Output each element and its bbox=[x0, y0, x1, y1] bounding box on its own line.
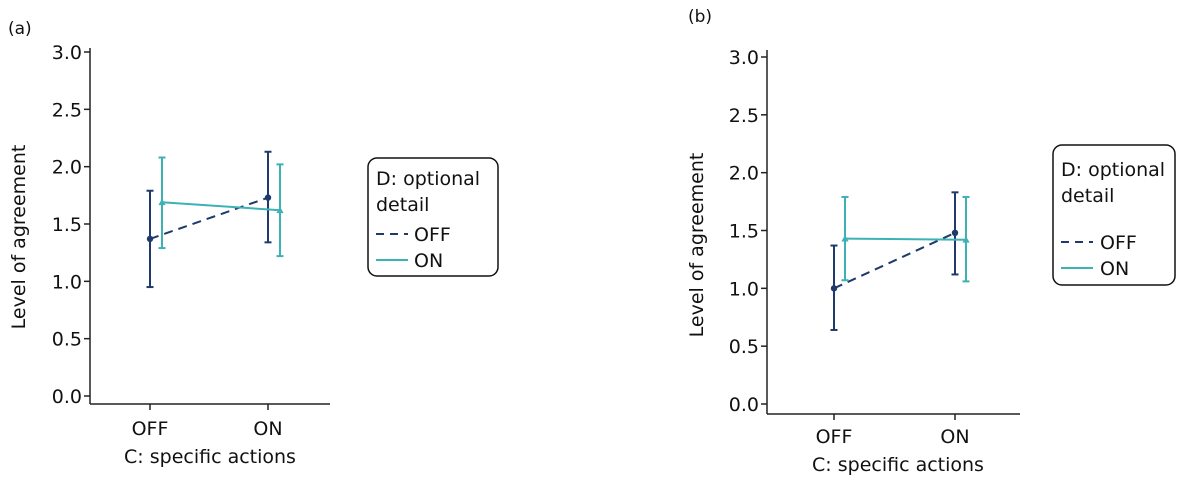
legend: D: optional detail OFF ON bbox=[367, 157, 499, 277]
panel-b: (b) Level of agreement C: specific actio… bbox=[686, 7, 1176, 476]
data-point-on bbox=[841, 234, 849, 242]
y-tick-label: 1.0 bbox=[729, 278, 759, 300]
y-tick-label: 0.5 bbox=[52, 329, 82, 351]
x-tick-label: ON bbox=[940, 426, 969, 448]
y-axis-label: Level of agreement bbox=[686, 153, 708, 338]
y-ticks: 0.0 0.5 1.0 1.5 2.0 2.5 3.0 bbox=[52, 42, 90, 408]
data-point-off bbox=[264, 194, 272, 201]
legend-title-line-2: detail bbox=[1061, 185, 1114, 207]
x-tick-label: ON bbox=[253, 418, 282, 440]
data-point-on bbox=[158, 198, 166, 206]
series-line-off bbox=[149, 196, 269, 240]
legend-box bbox=[367, 157, 499, 277]
y-tick-label: 2.5 bbox=[52, 99, 82, 121]
plot-marks bbox=[830, 191, 970, 331]
y-tick-label: 2.5 bbox=[729, 105, 759, 127]
y-tick-label: 2.0 bbox=[52, 157, 82, 179]
x-tick-label: OFF bbox=[132, 418, 169, 440]
panel-label: (b) bbox=[688, 7, 712, 27]
y-tick-label: 1.0 bbox=[52, 271, 82, 293]
series-line-off bbox=[833, 231, 956, 290]
y-axis-label: Level of agreement bbox=[8, 145, 30, 330]
legend-label-on: ON bbox=[414, 250, 443, 272]
y-tick-label: 2.0 bbox=[729, 163, 759, 185]
y-tick-label: 1.5 bbox=[52, 214, 82, 236]
data-point-on bbox=[962, 236, 970, 243]
y-ticks: 0.0 0.5 1.0 1.5 2.0 2.5 3.0 bbox=[729, 47, 767, 416]
plot-marks bbox=[146, 150, 284, 289]
legend-label-off: OFF bbox=[1100, 232, 1137, 254]
data-point-off bbox=[830, 285, 838, 292]
y-tick-label: 3.0 bbox=[729, 47, 759, 69]
legend-title-line-1: D: optional bbox=[376, 168, 480, 190]
legend-label-on: ON bbox=[1100, 258, 1129, 280]
series-line-on bbox=[161, 201, 281, 212]
x-axis-label: C: specific actions bbox=[124, 446, 296, 468]
data-point-off bbox=[146, 235, 154, 243]
y-tick-label: 0.0 bbox=[52, 386, 82, 408]
legend-title-line-2: detail bbox=[376, 194, 429, 216]
panel-label: (a) bbox=[8, 19, 32, 39]
legend-label-off: OFF bbox=[414, 224, 451, 246]
y-tick-label: 1.5 bbox=[729, 221, 759, 243]
data-point-on bbox=[276, 206, 284, 214]
y-tick-label: 0.5 bbox=[729, 336, 759, 358]
data-point-off bbox=[951, 229, 959, 237]
y-tick-label: 0.0 bbox=[729, 394, 759, 416]
x-tick-label: OFF bbox=[816, 426, 853, 448]
y-tick-label: 3.0 bbox=[52, 42, 82, 64]
series-line-on bbox=[844, 237, 967, 241]
legend-box bbox=[1052, 144, 1176, 286]
panel-a: (a) Level of agreement C: specific actio… bbox=[8, 19, 499, 468]
x-axis-label: C: specific actions bbox=[812, 454, 984, 475]
x-ticks: OFF ON bbox=[132, 404, 283, 440]
legend: D: optional detail OFF ON bbox=[1052, 144, 1176, 286]
x-ticks: OFF ON bbox=[816, 414, 970, 448]
legend-title-line-1: D: optional bbox=[1061, 159, 1165, 181]
